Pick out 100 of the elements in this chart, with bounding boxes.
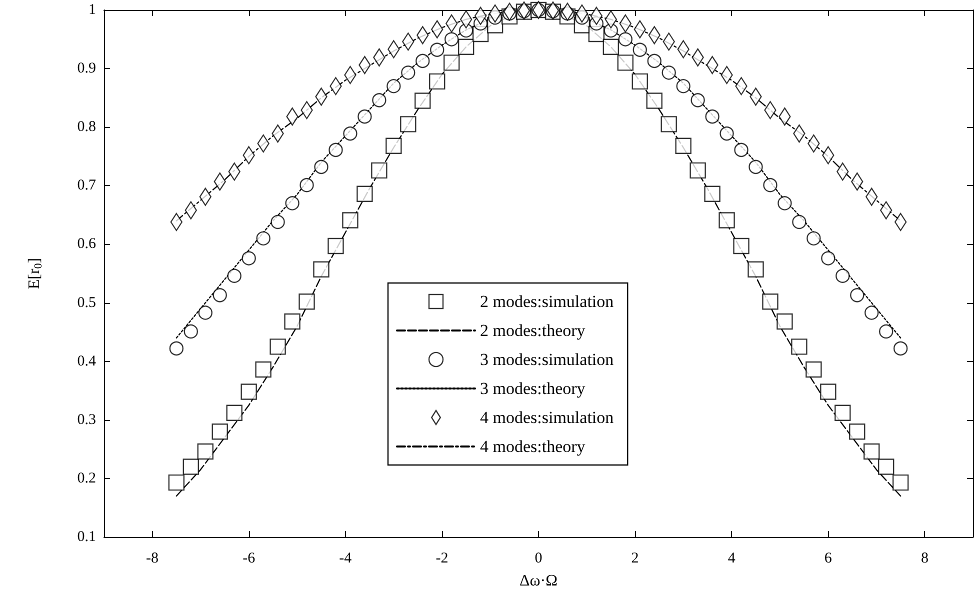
y-tick-label: 0.3 — [77, 412, 96, 428]
point — [169, 341, 184, 356]
x-axis-title: Δω·Ω — [519, 572, 558, 590]
point — [430, 42, 444, 57]
point — [850, 288, 864, 302]
point — [776, 313, 793, 330]
point — [733, 238, 750, 254]
y-tick-label: 0.4 — [77, 353, 96, 370]
point — [821, 251, 836, 266]
point — [227, 268, 242, 283]
x-tick-label: -4 — [339, 550, 352, 566]
legend-label: 2 modes:simulation — [480, 292, 614, 311]
x-tick-label: 8 — [920, 550, 928, 566]
point — [662, 66, 676, 80]
point — [864, 443, 880, 460]
point — [342, 212, 358, 228]
legend-label: 4 modes:simulation — [480, 408, 614, 427]
point — [242, 251, 256, 266]
point — [343, 126, 358, 141]
point — [182, 458, 199, 475]
point — [371, 162, 388, 179]
point — [460, 10, 472, 28]
point — [720, 126, 734, 141]
point — [778, 196, 792, 210]
point — [836, 268, 850, 283]
point — [212, 424, 228, 440]
point — [690, 162, 706, 179]
point — [748, 261, 764, 278]
point — [298, 294, 315, 310]
point — [356, 186, 373, 202]
legend-label: 3 modes:theory — [480, 379, 586, 398]
point — [386, 79, 401, 94]
legend-label: 4 modes:theory — [480, 437, 586, 456]
point — [704, 186, 720, 202]
point — [212, 288, 227, 302]
point — [401, 66, 416, 80]
point — [444, 32, 459, 46]
y-tick-label: 1 — [88, 2, 96, 18]
point — [284, 313, 300, 330]
point — [444, 54, 460, 71]
point — [184, 324, 198, 339]
point — [690, 93, 705, 108]
point — [632, 73, 648, 90]
point — [806, 361, 822, 378]
point — [748, 160, 763, 174]
legend-label: 2 modes:theory — [480, 321, 586, 340]
point — [763, 178, 778, 192]
point — [647, 54, 662, 68]
x-tick-label: -6 — [242, 550, 256, 566]
point — [414, 92, 431, 109]
point — [328, 142, 343, 158]
point — [675, 138, 692, 154]
x-tick-label: 0 — [534, 550, 542, 566]
point — [864, 306, 879, 320]
point — [300, 178, 314, 192]
point — [791, 338, 808, 355]
point — [313, 261, 330, 278]
point — [893, 341, 908, 356]
point — [197, 443, 214, 460]
point — [226, 404, 242, 421]
point — [255, 361, 272, 378]
y-tick-label: 0.7 — [77, 178, 96, 194]
point — [561, 2, 574, 21]
x-tick-label: -2 — [436, 550, 448, 566]
point — [285, 196, 300, 210]
point — [168, 474, 185, 491]
x-tick-label: 4 — [728, 550, 736, 566]
point — [878, 458, 894, 475]
point — [314, 160, 328, 174]
point — [834, 404, 851, 421]
y-tick-label: 0.2 — [77, 470, 96, 486]
legend-label: 3 modes:simulation — [480, 350, 614, 369]
point — [358, 109, 372, 124]
point — [734, 142, 748, 158]
point — [429, 73, 446, 90]
point — [820, 384, 836, 400]
point — [849, 424, 866, 440]
point — [646, 92, 662, 109]
point — [458, 38, 474, 55]
y-tick-label: 0.6 — [77, 236, 96, 252]
x-tick-label: 2 — [631, 550, 639, 566]
point — [618, 32, 632, 46]
point — [270, 338, 286, 355]
point — [328, 238, 344, 254]
point — [240, 384, 257, 400]
point — [386, 138, 402, 154]
point — [372, 93, 386, 108]
y-tick-label: 0.9 — [77, 60, 96, 77]
point — [762, 294, 778, 310]
point — [503, 2, 516, 21]
point — [604, 10, 618, 28]
point — [602, 38, 620, 55]
point — [676, 79, 690, 94]
point — [474, 6, 487, 25]
point — [792, 214, 806, 230]
x-tick-label: 6 — [824, 550, 832, 566]
y-tick-label: 0.5 — [77, 294, 96, 311]
point — [256, 231, 270, 246]
point — [806, 231, 821, 246]
x-tick-label: -8 — [146, 550, 159, 566]
